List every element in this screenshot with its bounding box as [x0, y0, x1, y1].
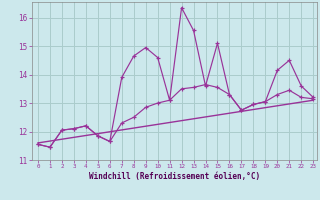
X-axis label: Windchill (Refroidissement éolien,°C): Windchill (Refroidissement éolien,°C) — [89, 172, 260, 181]
